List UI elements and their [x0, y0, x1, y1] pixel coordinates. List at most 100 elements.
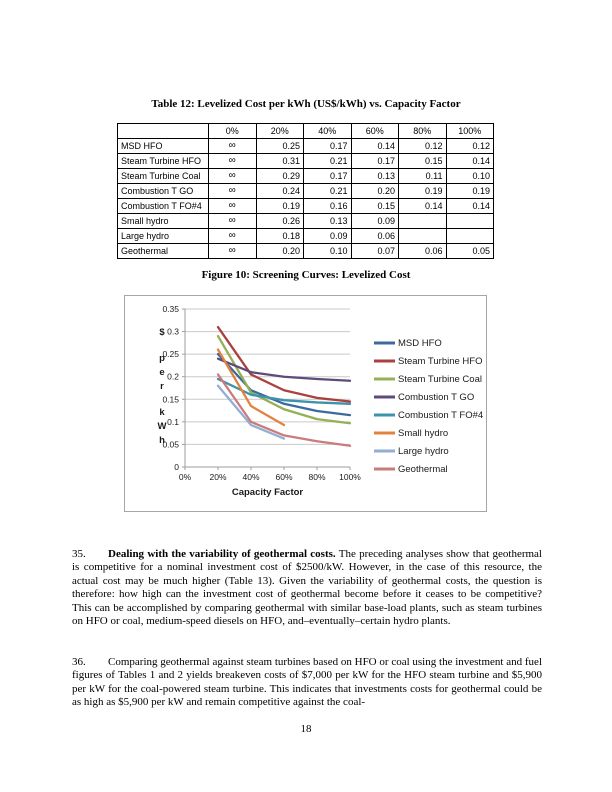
legend-label: Large hydro [398, 446, 449, 457]
column-header: 40% [303, 123, 352, 139]
table-cell: ∞ [208, 243, 257, 259]
column-header: 60% [350, 123, 399, 139]
paragraph-body: Comparing geothermal against steam turbi… [72, 656, 542, 709]
table-cell [445, 213, 494, 229]
table-cell: ∞ [208, 198, 257, 214]
y-axis-title-char: r [160, 381, 164, 392]
table-cell: 0.06 [398, 243, 447, 259]
y-tick-label: 0.25 [162, 349, 179, 359]
table-row: Combustion T FO#4 ∞ 0.19 0.16 0.15 0.14 0.14 [117, 198, 494, 214]
table-cell: 0.12 [445, 138, 494, 154]
legend-label: MSD HFO [398, 338, 442, 349]
table-cell: 0.24 [255, 183, 304, 199]
y-tick-label: 0.2 [167, 372, 179, 382]
column-header: 20% [255, 123, 304, 139]
series-line-large-hydro [216, 384, 286, 440]
table-cell: 0.07 [350, 243, 399, 259]
y-tick-label: 0.1 [167, 417, 179, 427]
row-label: Large hydro [117, 228, 209, 244]
x-tick-label: 100% [339, 472, 361, 482]
table-row: Steam Turbine HFO ∞ 0.31 0.21 0.17 0.15 0.14 [117, 153, 494, 169]
row-label: Combustion T GO [117, 183, 209, 199]
paragraph-35: 35. Dealing with the variability of geoth… [72, 548, 542, 628]
table-cell: 0.12 [398, 138, 447, 154]
levelized-cost-table: 0% 20% 40% 60% 80% 100% MSD HFO ∞ 0.25 0.17 0.14 0… [117, 123, 494, 259]
table-row: Large hydro ∞ 0.18 0.09 0.06 [117, 228, 494, 244]
table-cell: 0.19 [398, 183, 447, 199]
table-cell: ∞ [208, 183, 257, 199]
table-cell: 0.31 [255, 153, 304, 169]
table-row: MSD HFO ∞ 0.25 0.17 0.14 0.12 0.12 [117, 138, 494, 154]
series-line-geothermal [216, 373, 352, 447]
table-cell: 0.26 [255, 213, 304, 229]
table-cell: 0.19 [255, 198, 304, 214]
table-cell: 0.06 [350, 228, 399, 244]
y-axis-title-char: p [159, 353, 165, 364]
y-tick-label: 0.35 [162, 304, 179, 314]
x-axis-title: Capacity Factor [232, 487, 304, 498]
y-axis-title-char: h [159, 435, 165, 446]
table-cell: 0.13 [303, 213, 352, 229]
table-cell: 0.19 [445, 183, 494, 199]
table-cell: ∞ [208, 213, 257, 229]
table-cell: 0.20 [255, 243, 304, 259]
x-tick-label: 40% [242, 472, 259, 482]
table-cell [398, 228, 447, 244]
table-cell: 0.09 [303, 228, 352, 244]
table-cell: 0.14 [445, 198, 494, 214]
column-header: 0% [208, 123, 257, 139]
table-cell: 0.10 [303, 243, 352, 259]
series-line-combustion-t-go [216, 357, 352, 382]
y-tick-label: 0.15 [162, 394, 179, 404]
table-row: Small hydro ∞ 0.26 0.13 0.09 [117, 213, 494, 229]
table-cell: 0.17 [303, 138, 352, 154]
row-label: Geothermal [117, 243, 209, 259]
table-cell: 0.21 [303, 153, 352, 169]
y-axis-title-char: W [158, 421, 167, 432]
series-line-msd-hfo [216, 352, 352, 417]
table-cell: 0.14 [398, 198, 447, 214]
table-row: Geothermal ∞ 0.20 0.10 0.07 0.06 0.05 [117, 243, 494, 259]
series-line-steam-turbine-hfo [216, 325, 352, 403]
table-cell: 0.17 [350, 153, 399, 169]
table-row: Combustion T GO ∞ 0.24 0.21 0.20 0.19 0.19 [117, 183, 494, 199]
legend-label: Combustion T GO [398, 392, 474, 403]
y-axis-title-char: e [159, 367, 164, 378]
table-cell: 0.09 [350, 213, 399, 229]
paragraph-number: 36. [72, 656, 86, 668]
table-cell [398, 213, 447, 229]
figure-10-chart: 0 0.05 0.1 0.15 0.2 0.25 0.3 0.35 0% 20% 40% 60% 80%… [124, 295, 487, 512]
paragraph-36: 36. Comparing geothermal against steam tu… [72, 656, 542, 710]
row-label: Steam Turbine HFO [117, 153, 209, 169]
row-label: MSD HFO [117, 138, 209, 154]
row-label: Steam Turbine Coal [117, 168, 209, 184]
y-axis-title-char: k [159, 407, 165, 418]
screening-curves-svg: 0 0.05 0.1 0.15 0.2 0.25 0.3 0.35 0% 20% 40% 60% 80%… [158, 304, 484, 498]
table-cell: 0.16 [303, 198, 352, 214]
table-cell: ∞ [208, 168, 257, 184]
x-tick-label: 80% [308, 472, 325, 482]
table-cell: ∞ [208, 138, 257, 154]
column-header: 100% [445, 123, 494, 139]
table-cell: 0.13 [350, 168, 399, 184]
cost-table-header-row: 0% 20% 40% 60% 80% 100% [117, 123, 494, 139]
column-header [117, 123, 209, 139]
y-axis-title-char: $ [159, 327, 165, 338]
table-row: Steam Turbine Coal ∞ 0.29 0.17 0.13 0.11 0.10 [117, 168, 494, 184]
table-cell: 0.20 [350, 183, 399, 199]
figure-10-title: Figure 10: Screening Curves: Levelized C… [201, 269, 411, 281]
table-cell: 0.17 [303, 168, 352, 184]
row-label: Combustion T FO#4 [117, 198, 209, 214]
cost-table-body: MSD HFO ∞ 0.25 0.17 0.14 0.12 0.12 Steam Turbin… [117, 138, 494, 259]
legend-label: Steam Turbine HFO [398, 356, 482, 367]
legend-label: Geothermal [398, 464, 448, 475]
table-cell: 0.05 [445, 243, 494, 259]
table-cell: 0.21 [303, 183, 352, 199]
legend-label: Small hydro [398, 428, 448, 439]
x-tick-label: 0% [179, 472, 192, 482]
table-cell: 0.11 [398, 168, 447, 184]
legend-label: Steam Turbine Coal [398, 374, 482, 385]
table-cell: 0.29 [255, 168, 304, 184]
page-number: 18 [300, 723, 312, 735]
